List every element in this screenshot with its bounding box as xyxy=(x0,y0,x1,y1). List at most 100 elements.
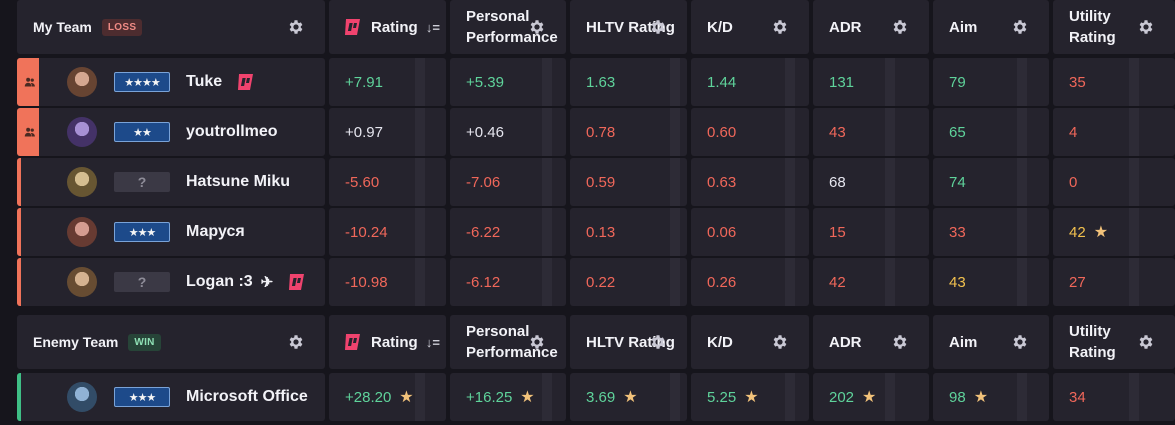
stat-bar xyxy=(542,158,552,206)
gear-icon[interactable] xyxy=(528,18,546,36)
stat-value: 33 xyxy=(949,223,966,241)
avatar[interactable] xyxy=(67,67,97,97)
stat-bar xyxy=(785,208,795,256)
gear-icon[interactable] xyxy=(771,333,789,351)
column-header-utility: Utility Rating xyxy=(1053,0,1175,54)
stat-bar xyxy=(1129,373,1139,421)
stat-cell-kd: 0.63 xyxy=(691,158,809,206)
player-row[interactable]: ★★★ Microsoft Office xyxy=(17,373,325,421)
stat-value: +28.20 xyxy=(345,388,392,406)
gear-icon[interactable] xyxy=(649,18,667,36)
column-header-kd: K/D xyxy=(691,315,809,369)
gear-icon[interactable] xyxy=(649,333,667,351)
stat-value: 35 xyxy=(1069,73,1086,91)
stat-value: 0.22 xyxy=(586,273,616,291)
player-row[interactable]: ? Logan :3 ✈ xyxy=(17,258,325,306)
stat-value: 74 xyxy=(949,173,966,191)
stat-cell-rating: +0.97 xyxy=(329,108,446,156)
gear-icon[interactable] xyxy=(1011,18,1029,36)
column-label: Rating xyxy=(371,18,418,36)
party-icon xyxy=(21,58,39,106)
player-name-wrap[interactable]: youtrollmeo xyxy=(186,123,278,141)
stat-value: 131 xyxy=(829,73,855,91)
stat-cell-personal: -6.12 xyxy=(450,258,566,306)
gear-icon[interactable] xyxy=(891,333,909,351)
star-icon: ★ xyxy=(623,389,638,406)
stat-bar xyxy=(415,373,425,421)
stat-bar xyxy=(670,373,680,421)
stat-bar xyxy=(542,58,552,106)
column-header-personal: Personal Performance xyxy=(450,315,566,369)
gear-icon[interactable] xyxy=(891,18,909,36)
stat-cell-personal: -6.22 xyxy=(450,208,566,256)
player-name[interactable]: Tuke xyxy=(186,73,223,90)
stat-value: 0.13 xyxy=(586,223,616,241)
player-row[interactable]: ★★★★ Tuke xyxy=(17,58,325,106)
gear-icon[interactable] xyxy=(528,333,546,351)
sort-icon[interactable]: ↓= xyxy=(425,19,440,35)
player-row[interactable]: ? Hatsune Miku xyxy=(17,158,325,206)
stat-bar xyxy=(785,108,795,156)
stat-bar xyxy=(885,158,895,206)
team-accent xyxy=(17,373,21,421)
avatar[interactable] xyxy=(67,217,97,247)
player-name[interactable]: Microsoft Office xyxy=(186,388,308,405)
rank-badge: ★★★ xyxy=(114,387,170,407)
team-title: Enemy Team xyxy=(33,333,119,350)
avatar[interactable] xyxy=(67,167,97,197)
leetify-logo-icon xyxy=(343,332,363,352)
stat-value: +7.91 xyxy=(345,73,383,91)
stat-value: -7.06 xyxy=(466,173,501,191)
stat-bar xyxy=(415,208,425,256)
rank-badge: ? xyxy=(114,172,170,192)
player-name-wrap[interactable]: Tuke xyxy=(186,72,256,92)
gear-icon[interactable] xyxy=(1137,18,1155,36)
player-name-wrap[interactable]: Hatsune Miku xyxy=(186,173,290,191)
leetify-logo-icon xyxy=(343,17,363,37)
player-name-wrap[interactable]: Logan :3 ✈ xyxy=(186,272,307,292)
column-header-rating: ↓= Rating xyxy=(329,315,446,369)
gear-icon[interactable] xyxy=(771,18,789,36)
player-name[interactable]: Logan :3 xyxy=(186,273,253,290)
column-header-aim: Aim xyxy=(933,315,1049,369)
stat-cell-aim: 98 ★ xyxy=(933,373,1049,421)
stat-cell-hltv: 0.59 xyxy=(570,158,687,206)
column-label: ADR xyxy=(829,18,862,36)
player-name-wrap[interactable]: Маруся xyxy=(186,223,245,241)
stat-cell-aim: 74 xyxy=(933,158,1049,206)
stat-cell-kd: 5.25 ★ xyxy=(691,373,809,421)
stat-value: -6.22 xyxy=(466,223,501,241)
stat-bar xyxy=(1129,258,1139,306)
stat-cell-rating: -5.60 xyxy=(329,158,446,206)
stat-cell-utility: 34 xyxy=(1053,373,1175,421)
stat-value: 0.60 xyxy=(707,123,737,141)
column-label: Rating xyxy=(371,333,418,351)
avatar[interactable] xyxy=(67,267,97,297)
player-name[interactable]: Hatsune Miku xyxy=(186,173,291,190)
column-label: Aim xyxy=(949,18,978,36)
stat-bar xyxy=(1017,258,1027,306)
stat-bar xyxy=(1129,158,1139,206)
stat-bar xyxy=(670,158,680,206)
stat-value: 79 xyxy=(949,73,966,91)
player-name[interactable]: youtrollmeo xyxy=(186,123,278,140)
stat-bar xyxy=(415,258,425,306)
stat-cell-adr: 15 xyxy=(813,208,929,256)
party-icon xyxy=(21,108,39,156)
gear-icon[interactable] xyxy=(1011,333,1029,351)
player-row[interactable]: ★★★ Маруся xyxy=(17,208,325,256)
gear-icon[interactable] xyxy=(287,18,305,36)
stat-value: -6.12 xyxy=(466,273,501,291)
player-row[interactable]: ★★ youtrollmeo xyxy=(17,108,325,156)
player-name-wrap[interactable]: Microsoft Office xyxy=(186,388,308,406)
stat-bar xyxy=(542,258,552,306)
stat-value: 0.59 xyxy=(586,173,616,191)
avatar[interactable] xyxy=(67,117,97,147)
avatar[interactable] xyxy=(67,382,97,412)
player-name[interactable]: Маруся xyxy=(186,223,245,240)
gear-icon[interactable] xyxy=(287,333,305,351)
sort-icon[interactable]: ↓= xyxy=(425,334,440,350)
star-icon: ★ xyxy=(399,389,414,406)
gear-icon[interactable] xyxy=(1137,333,1155,351)
stat-cell-adr: 131 xyxy=(813,58,929,106)
